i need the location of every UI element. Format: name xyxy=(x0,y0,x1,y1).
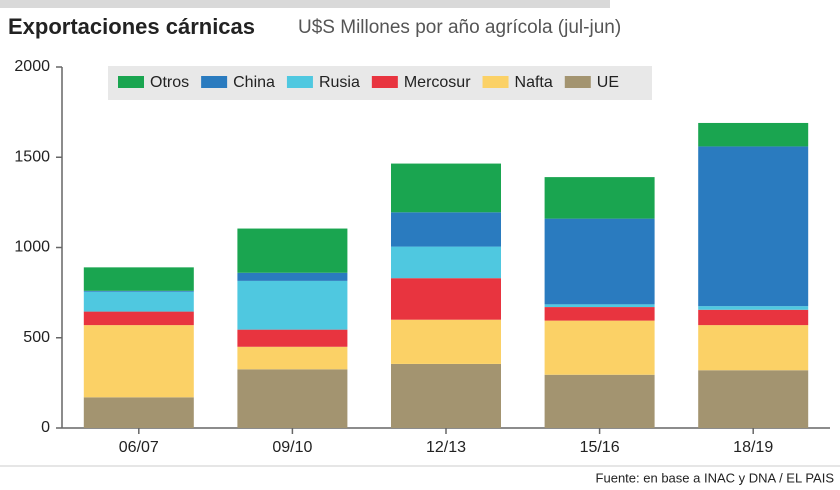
y-tick-label: 500 xyxy=(23,329,50,346)
legend-swatch xyxy=(118,76,144,88)
x-tick-label: 12/13 xyxy=(426,439,466,456)
bar-segment xyxy=(544,374,655,428)
legend-label: Otros xyxy=(150,74,189,91)
header-bar xyxy=(0,0,610,8)
x-tick-label: 09/10 xyxy=(272,439,312,456)
bar-segment xyxy=(698,309,809,326)
bar-segment xyxy=(391,278,501,320)
legend-swatch xyxy=(482,76,509,88)
bar-segment xyxy=(544,177,655,219)
bar-segment xyxy=(391,163,501,213)
y-tick-label: 1000 xyxy=(14,239,50,256)
bar-segment xyxy=(544,304,655,308)
bar-segment xyxy=(237,280,348,330)
x-tick-label: 06/07 xyxy=(119,439,159,456)
bar-segment xyxy=(391,246,501,279)
x-tick-label: 15/16 xyxy=(580,439,620,456)
bar-segment xyxy=(698,325,809,371)
bar-segment xyxy=(391,363,501,428)
bar-segment xyxy=(237,369,348,428)
legend-label: Rusia xyxy=(319,74,360,91)
bar-segment xyxy=(237,228,348,273)
bar-segment xyxy=(83,267,194,291)
bar-segment xyxy=(698,370,809,428)
bar-segment xyxy=(237,346,348,370)
bar-segment xyxy=(83,291,194,312)
chart-subtitle: U$S Millones por año agrícola (jul-jun) xyxy=(298,17,621,38)
bar-segment xyxy=(698,146,809,307)
y-tick-label: 2000 xyxy=(14,58,50,75)
bar-segment xyxy=(237,272,348,281)
bar-segment xyxy=(544,320,655,375)
bar-segment xyxy=(83,311,194,326)
bar-segment xyxy=(544,218,655,305)
bar-segment xyxy=(698,306,809,310)
legend-label: UE xyxy=(597,74,619,91)
legend-swatch xyxy=(371,76,398,88)
bar-segment xyxy=(698,122,809,147)
legend-swatch xyxy=(286,76,313,88)
bar-segment xyxy=(391,212,501,247)
bar-segment xyxy=(391,319,501,364)
legend-swatch xyxy=(201,76,228,88)
y-tick-label: 1500 xyxy=(14,148,50,165)
legend-label: China xyxy=(233,74,275,91)
bar-segment xyxy=(83,290,194,292)
legend-swatch xyxy=(564,76,591,88)
source: Fuente: en base a INAC y DNA / EL PAIS xyxy=(596,470,835,485)
bar-segment xyxy=(237,329,348,347)
bar-segment xyxy=(83,397,194,428)
bar-segment xyxy=(544,307,655,321)
legend-label: Nafta xyxy=(515,74,553,91)
legend-label: Mercosur xyxy=(404,74,471,91)
chart-title: Exportaciones cárnicas xyxy=(8,14,255,39)
bar-segment xyxy=(83,325,194,398)
x-tick-label: 18/19 xyxy=(733,439,773,456)
y-tick-label: 0 xyxy=(41,419,50,436)
